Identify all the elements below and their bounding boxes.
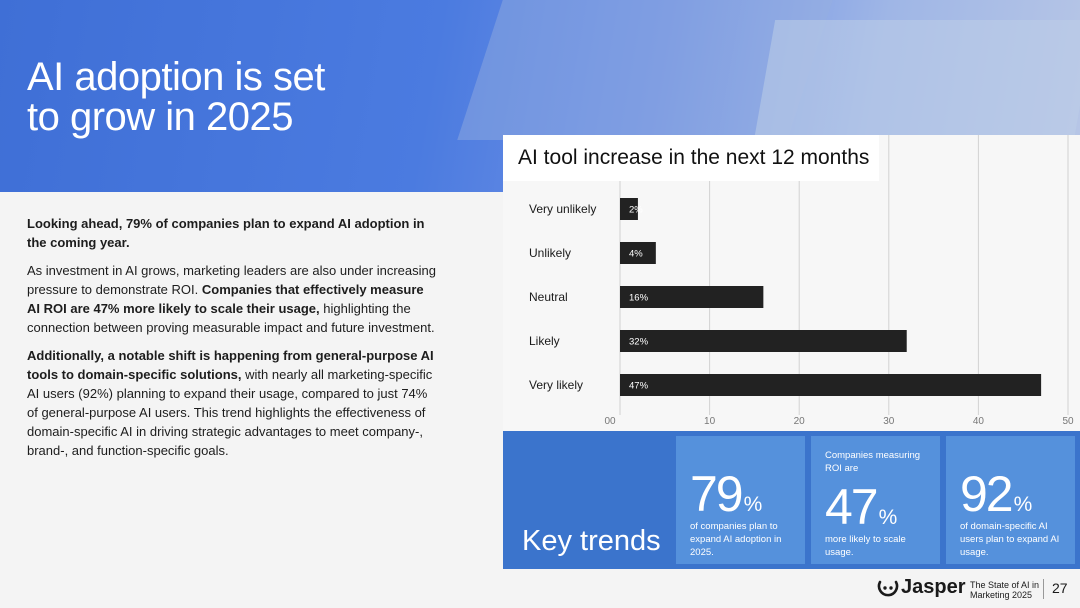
- category-label: Likely: [529, 334, 560, 348]
- bar: [620, 330, 907, 352]
- bar: [620, 374, 1042, 396]
- data-label: 16%: [629, 293, 649, 304]
- title-line: AI adoption is set: [27, 55, 325, 99]
- publication-line: Marketing 2025: [970, 590, 1033, 600]
- data-label: 4%: [629, 249, 643, 260]
- bar: [620, 286, 764, 308]
- text-run: highlighting the connection between prov…: [27, 301, 435, 335]
- stat-intro: Companies measuring ROI are: [825, 450, 921, 474]
- title-line: to grow in 2025: [27, 95, 294, 139]
- stat-card: 92% of domain-specific AI users plan to …: [946, 436, 1075, 564]
- x-tick-label: 10: [704, 416, 716, 427]
- page-number: 27: [1052, 580, 1068, 596]
- paragraph-lead: Looking ahead, 79% of companies plan to …: [27, 216, 425, 250]
- footer-divider: [1043, 579, 1044, 599]
- category-label: Unlikely: [529, 246, 571, 260]
- data-label: 32%: [629, 337, 649, 348]
- publication-line: The State of AI in: [970, 580, 1040, 590]
- page-title: AI adoption is set to grow in 2025: [27, 57, 325, 137]
- x-tick-label: 30: [883, 416, 895, 427]
- paragraph: As investment in AI grows, marketing lea…: [27, 261, 437, 337]
- bar: [620, 242, 656, 264]
- category-label: Very unlikely: [529, 202, 596, 216]
- brand-name: Jasper: [901, 576, 966, 598]
- text-run: with nearly all marketing-specific AI us…: [27, 367, 433, 458]
- paragraph: Additionally, a notable shift is happeni…: [27, 346, 437, 460]
- stat-card: 79% of companies plan to expand AI adopt…: [676, 436, 805, 564]
- stat-card: Companies measuring ROI are 47% more lik…: [811, 436, 940, 564]
- key-trends-panel: Key trends 79% of companies plan to expa…: [503, 431, 1080, 569]
- category-label: Very likely: [529, 378, 583, 392]
- category-label: Neutral: [529, 290, 568, 304]
- key-trends-label: Key trends: [522, 525, 661, 557]
- body-text: Looking ahead, 79% of companies plan to …: [27, 214, 437, 469]
- text-run: As investment in AI grows, marketing lea…: [27, 263, 436, 297]
- x-tick-label: 00: [604, 416, 616, 427]
- chart-title: AI tool increase in the next 12 months: [518, 146, 870, 169]
- bar: [620, 198, 638, 220]
- stat-value: 92%: [960, 466, 1033, 522]
- x-tick-label: 40: [973, 416, 985, 427]
- paragraph: Looking ahead, 79% of companies plan to …: [27, 214, 437, 252]
- text-run-bold: Additionally, a notable shift is happeni…: [27, 348, 434, 382]
- x-tick-label: 20: [794, 416, 806, 427]
- stat-value: 79%: [690, 466, 763, 522]
- text-run-bold: Companies that effectively measure AI RO…: [27, 282, 424, 316]
- data-label: 2%: [629, 205, 643, 216]
- jasper-logo-icon: [877, 580, 899, 597]
- publication-title: The State of AI in Marketing 2025: [970, 580, 1040, 600]
- chart-title-box: AI tool increase in the next 12 months: [503, 135, 879, 181]
- x-tick-label: 50: [1062, 416, 1074, 427]
- data-label: 47%: [629, 381, 649, 392]
- stat-value: 47%: [825, 479, 898, 535]
- stat-description: more likely to scale usage.: [825, 534, 906, 558]
- stat-description: of domain-specific AI users plan to expa…: [960, 521, 1060, 558]
- bar-chart: 00 10 20 30 40 50 Very unlikely 2% Unlikely 4% Neu…: [529, 135, 1074, 427]
- stat-description: of companies plan to expand AI adoption …: [690, 521, 782, 558]
